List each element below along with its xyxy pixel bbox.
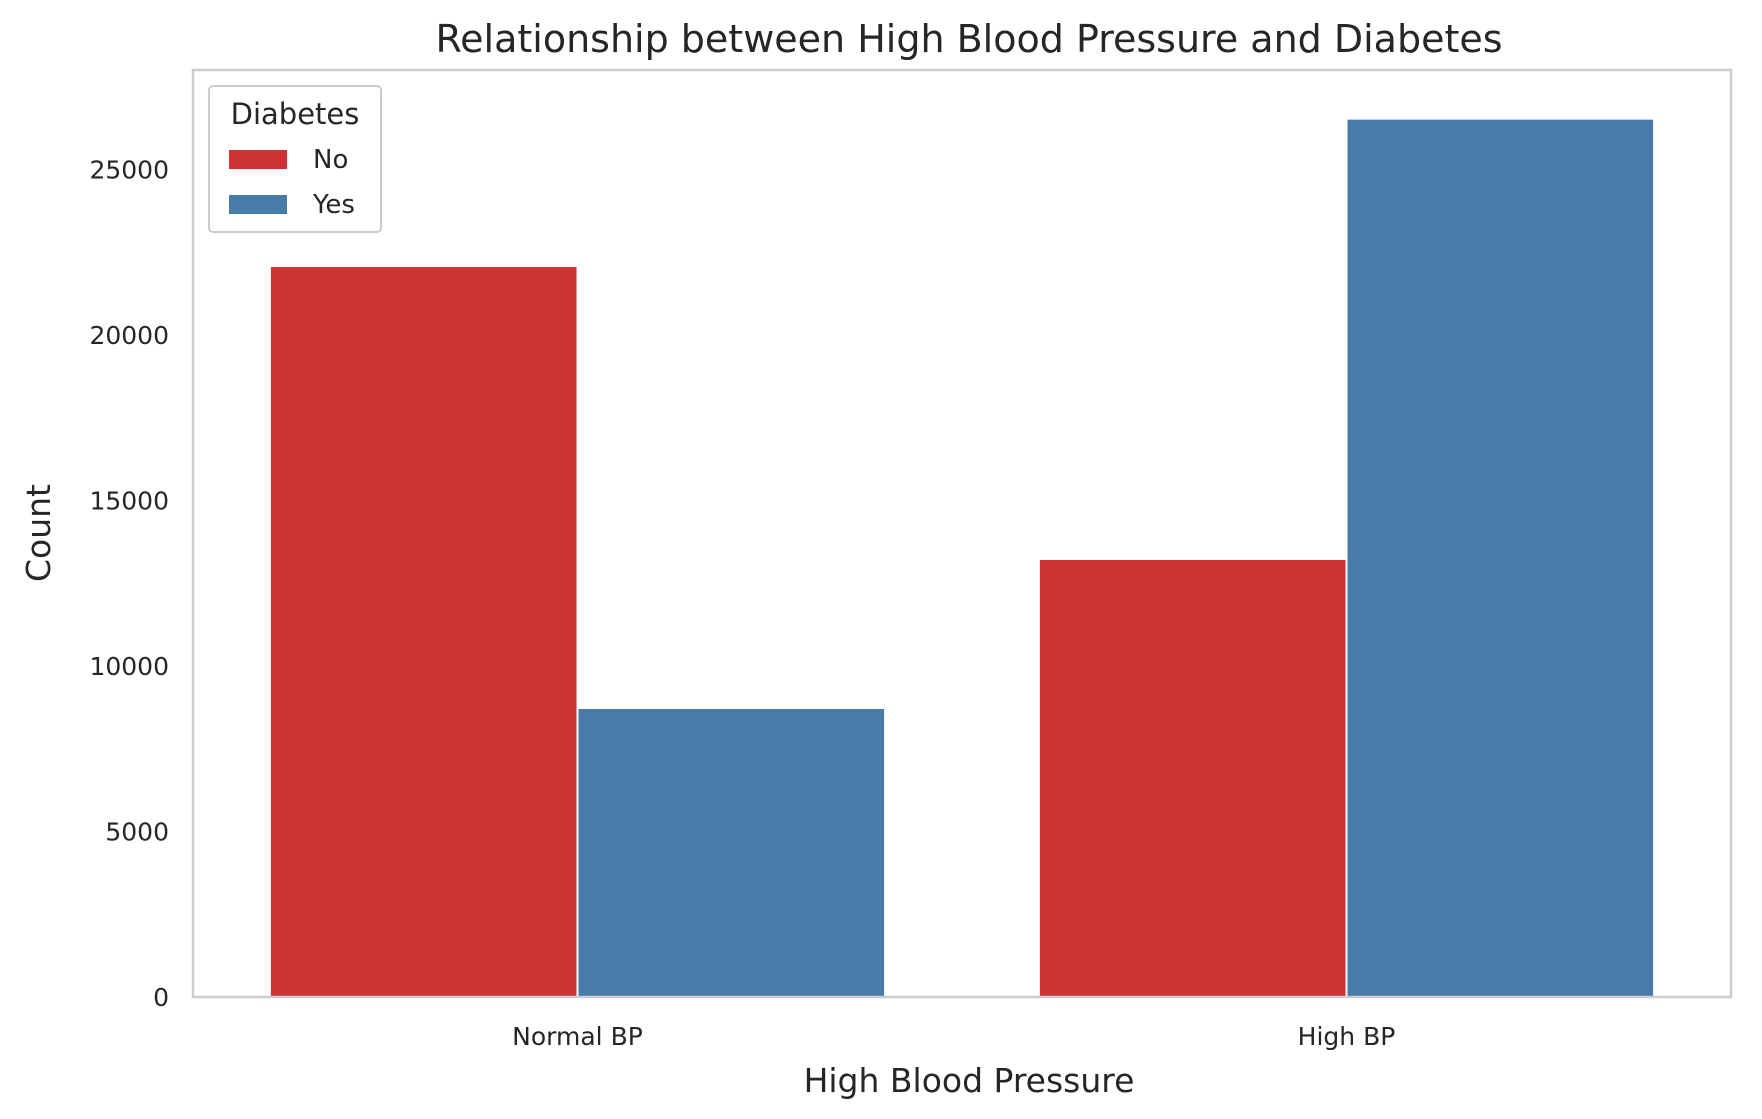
x-axis-ticks: Normal BP High BP [512, 1022, 1395, 1051]
legend: Diabetes No Yes [208, 85, 382, 233]
y-tick-label: 20000 [89, 321, 169, 350]
bar-normal-bp-no [270, 266, 577, 997]
chart-title: Relationship between High Blood Pressure… [435, 17, 1502, 61]
y-tick-label: 10000 [89, 652, 169, 681]
y-tick-label: 15000 [89, 486, 169, 515]
y-tick-label: 5000 [105, 817, 169, 846]
y-tick-label: 0 [153, 983, 169, 1012]
bar-normal-bp-yes [578, 708, 885, 997]
plot-area [191, 68, 1733, 999]
legend-title: Diabetes [231, 97, 360, 131]
y-axis-label: Count [19, 484, 58, 582]
legend-swatch-no [229, 150, 287, 169]
y-axis-ticks: 0 5000 10000 15000 20000 25000 [89, 155, 169, 1012]
legend-label-yes: Yes [312, 190, 355, 220]
x-tick-label: High BP [1298, 1022, 1396, 1051]
bar-high-bp-yes [1347, 119, 1654, 998]
legend-label-no: No [313, 145, 348, 175]
x-tick-label: Normal BP [512, 1022, 643, 1051]
x-axis-label: High Blood Pressure [804, 1061, 1135, 1100]
legend-swatch-yes [229, 195, 287, 214]
plot-frame [191, 68, 1733, 999]
bars-group [270, 119, 1654, 998]
y-tick-label: 25000 [89, 155, 169, 184]
bar-high-bp-no [1039, 559, 1346, 997]
